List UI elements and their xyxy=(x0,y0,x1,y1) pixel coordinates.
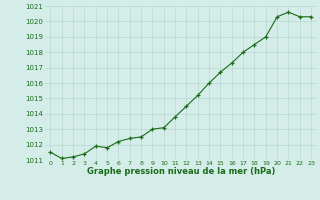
X-axis label: Graphe pression niveau de la mer (hPa): Graphe pression niveau de la mer (hPa) xyxy=(87,167,275,176)
